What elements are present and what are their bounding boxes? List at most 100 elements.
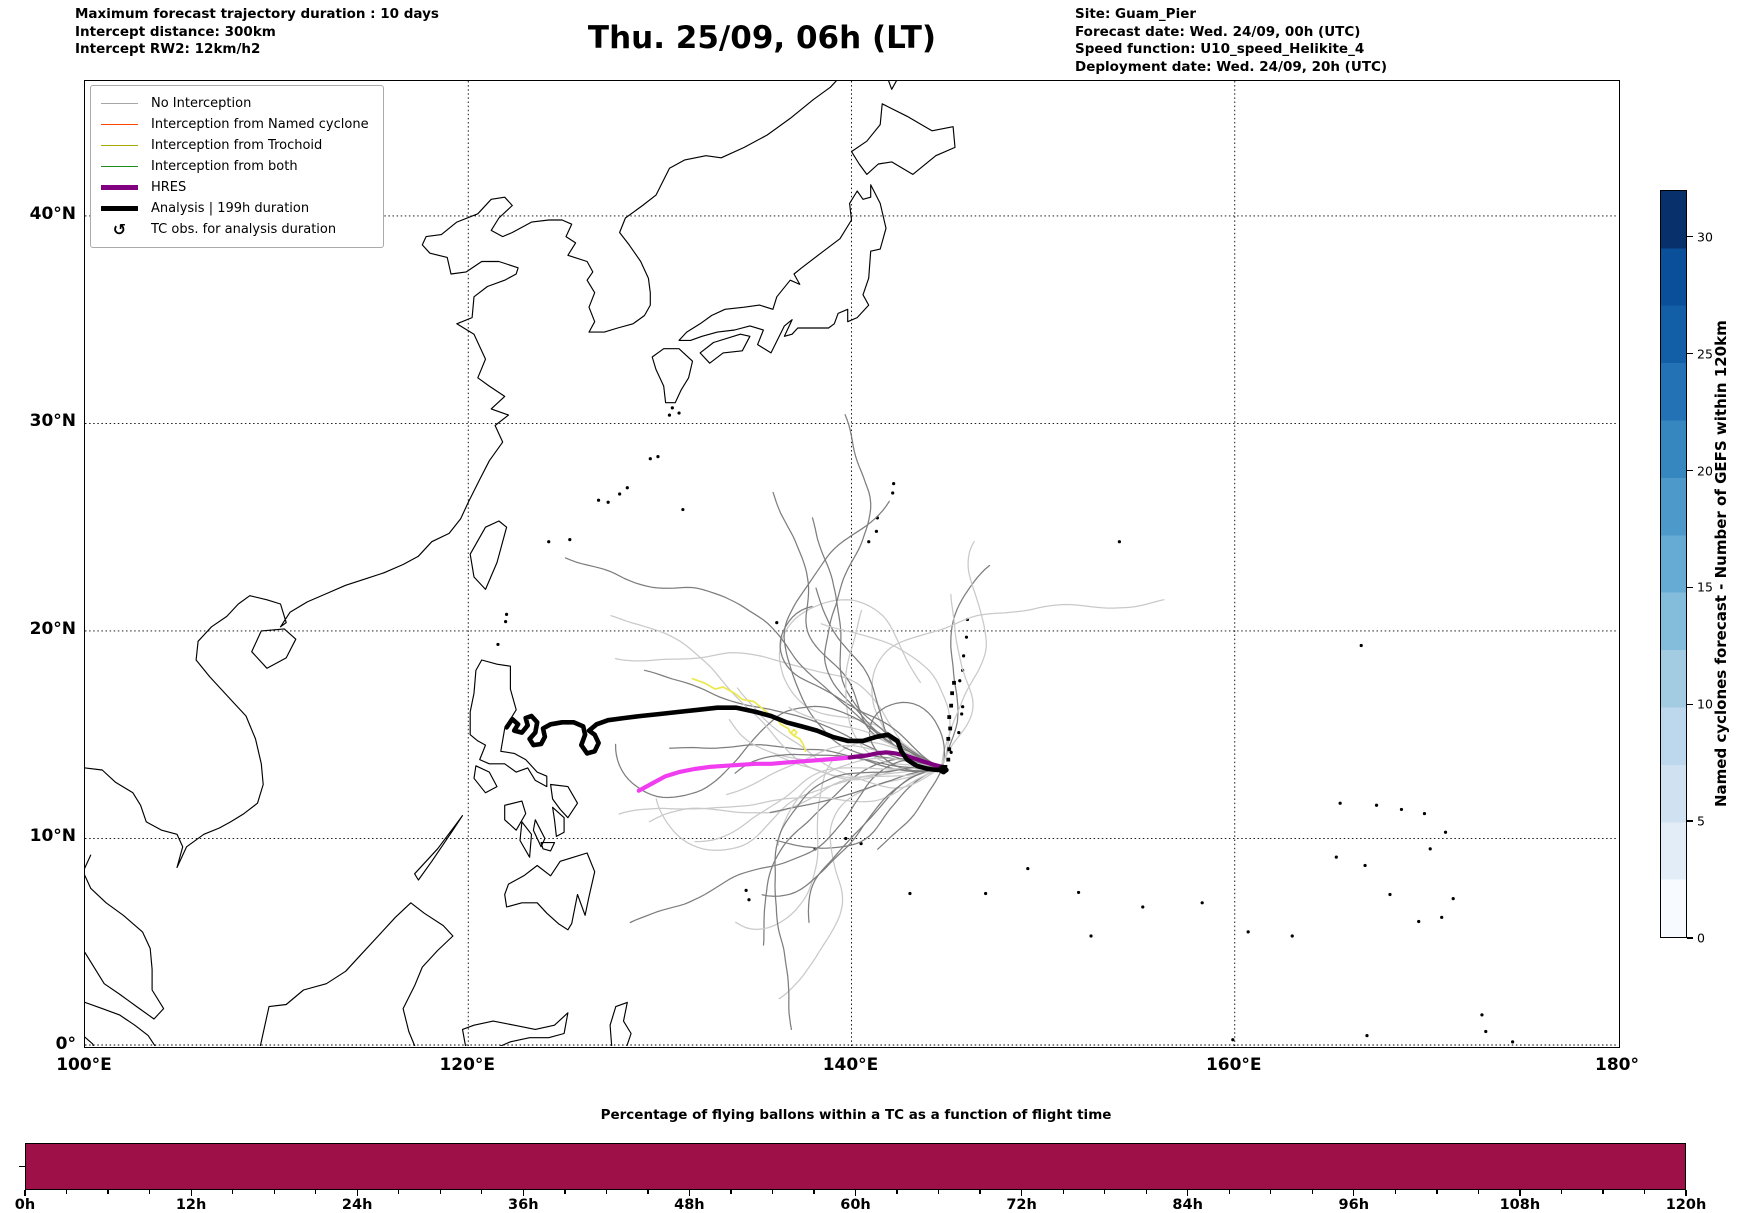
island-dot <box>681 507 685 512</box>
legend-line-sample <box>101 185 138 190</box>
coastline <box>888 81 897 90</box>
island-dot <box>744 888 748 892</box>
coastline <box>85 1001 156 1046</box>
bottom-x-tick-label: 108h <box>1499 1197 1541 1213</box>
ensemble-track <box>762 758 943 946</box>
ensemble-track <box>610 615 943 779</box>
ensemble-track <box>735 741 943 931</box>
coastline <box>85 1036 94 1046</box>
island-dot <box>1338 801 1342 805</box>
bottom-minor-tick <box>771 1190 774 1194</box>
coastline <box>414 815 464 881</box>
header-right-line: Site: Guam_Pier <box>1075 6 1197 22</box>
legend-label: Interception from Trochoid <box>151 138 323 153</box>
map-canvas <box>85 81 1618 1046</box>
colorbar-tickmark <box>1687 469 1693 472</box>
header-left-line: Intercept RW2: 12km/h2 <box>75 41 261 57</box>
island-dot <box>747 898 751 902</box>
bottom-major-tick <box>1519 1190 1521 1196</box>
colorbar-tickmark <box>1687 937 1693 939</box>
trajectory-map: No Interception Interception from Named c… <box>84 80 1620 1048</box>
bottom-major-tick <box>688 1190 691 1196</box>
island-dot <box>1388 892 1392 897</box>
island-dot <box>1422 811 1427 816</box>
ensemble-track <box>734 753 943 774</box>
island-dot <box>1231 1038 1235 1042</box>
legend-line-sample <box>101 206 138 211</box>
header-left-line: Maximum forecast trajectory duration : 1… <box>75 6 439 22</box>
island-dot <box>1359 643 1363 648</box>
bottom-minor-tick <box>1228 1190 1230 1194</box>
legend-line-sample <box>101 144 138 147</box>
colorbar-tick-label: 20 <box>1697 463 1713 478</box>
colorbar-tickmark <box>1687 352 1693 355</box>
island-dot <box>504 612 509 616</box>
ensemble-track <box>774 765 943 1031</box>
y-tick-label: 30°N <box>29 411 76 432</box>
island-dot <box>656 455 660 459</box>
bottom-minor-tick <box>937 1190 940 1194</box>
legend-line-sample <box>101 102 138 105</box>
bottom-minor-tick <box>1436 1190 1438 1194</box>
island-dot <box>670 406 674 410</box>
ensemble-track <box>614 652 943 769</box>
coastline <box>540 842 556 852</box>
island-dot <box>648 457 652 461</box>
island-dot <box>1290 934 1294 938</box>
bottom-x-tick-label: 60h <box>840 1197 871 1213</box>
bottom-x-tick-label: 24h <box>341 1197 373 1213</box>
island-dot <box>625 486 629 490</box>
legend-item-5: Analysis | 199h duration <box>101 198 369 219</box>
island-dot <box>949 750 953 754</box>
coastline <box>473 765 498 794</box>
ensemble-track <box>807 767 943 924</box>
bottom-x-tick-label: 36h <box>508 1197 539 1213</box>
coastline <box>678 184 887 354</box>
ensemble-track <box>629 759 943 924</box>
tc-obs-marker <box>946 757 951 762</box>
legend-label: Analysis | 199h duration <box>151 201 310 216</box>
coastline <box>251 628 297 669</box>
colorbar-tick-label: 10 <box>1697 696 1713 712</box>
legend-line-sample <box>101 123 138 126</box>
island-dot <box>1076 890 1081 895</box>
colorbar-tick-label: 25 <box>1697 346 1713 362</box>
x-tick-label: 180° <box>1595 1055 1639 1075</box>
coastline <box>504 852 596 931</box>
bottom-minor-tick <box>896 1190 898 1194</box>
tc-obs-marker <box>946 736 951 741</box>
legend: No Interception Interception from Named c… <box>90 85 384 248</box>
island-dot <box>867 540 871 544</box>
tc-obs-marker <box>948 726 953 731</box>
coastline <box>259 902 454 1046</box>
island-dot <box>961 705 965 709</box>
bottom-minor-tick <box>315 1190 317 1194</box>
x-tick-label: 100°E <box>56 1055 112 1075</box>
island-dot <box>1440 915 1444 919</box>
colorbar-tick-label: 15 <box>1697 579 1713 595</box>
ensemble-track <box>564 557 943 769</box>
x-tick-label: 120°E <box>439 1055 496 1075</box>
ensemble-track <box>694 766 943 843</box>
legend-label: Interception from both <box>151 159 298 174</box>
y-tick-label: 20°N <box>29 618 76 639</box>
ensemble-track <box>940 593 974 769</box>
island-dot <box>958 679 962 683</box>
bottom-chart-bar <box>25 1143 1686 1190</box>
legend-item-4: HRES <box>101 177 369 198</box>
island-dot <box>547 540 551 544</box>
island-dot <box>496 642 500 647</box>
bottom-minor-tick <box>148 1190 151 1194</box>
bottom-x-tick-label: 120h <box>1665 1197 1707 1213</box>
bottom-major-tick <box>522 1190 524 1196</box>
island-dot <box>568 538 572 542</box>
y-tick-label: 40°N <box>29 203 76 224</box>
coastline <box>519 821 533 858</box>
bottom-x-tick-label: 96h <box>1338 1197 1370 1213</box>
header-left-block: Maximum forecast trajectory duration : 1… <box>75 6 439 59</box>
coastline <box>504 800 527 831</box>
tc-obs-marker <box>952 680 956 685</box>
ensemble-track <box>845 609 943 769</box>
legend-label: Interception from Named cyclone <box>151 117 369 132</box>
